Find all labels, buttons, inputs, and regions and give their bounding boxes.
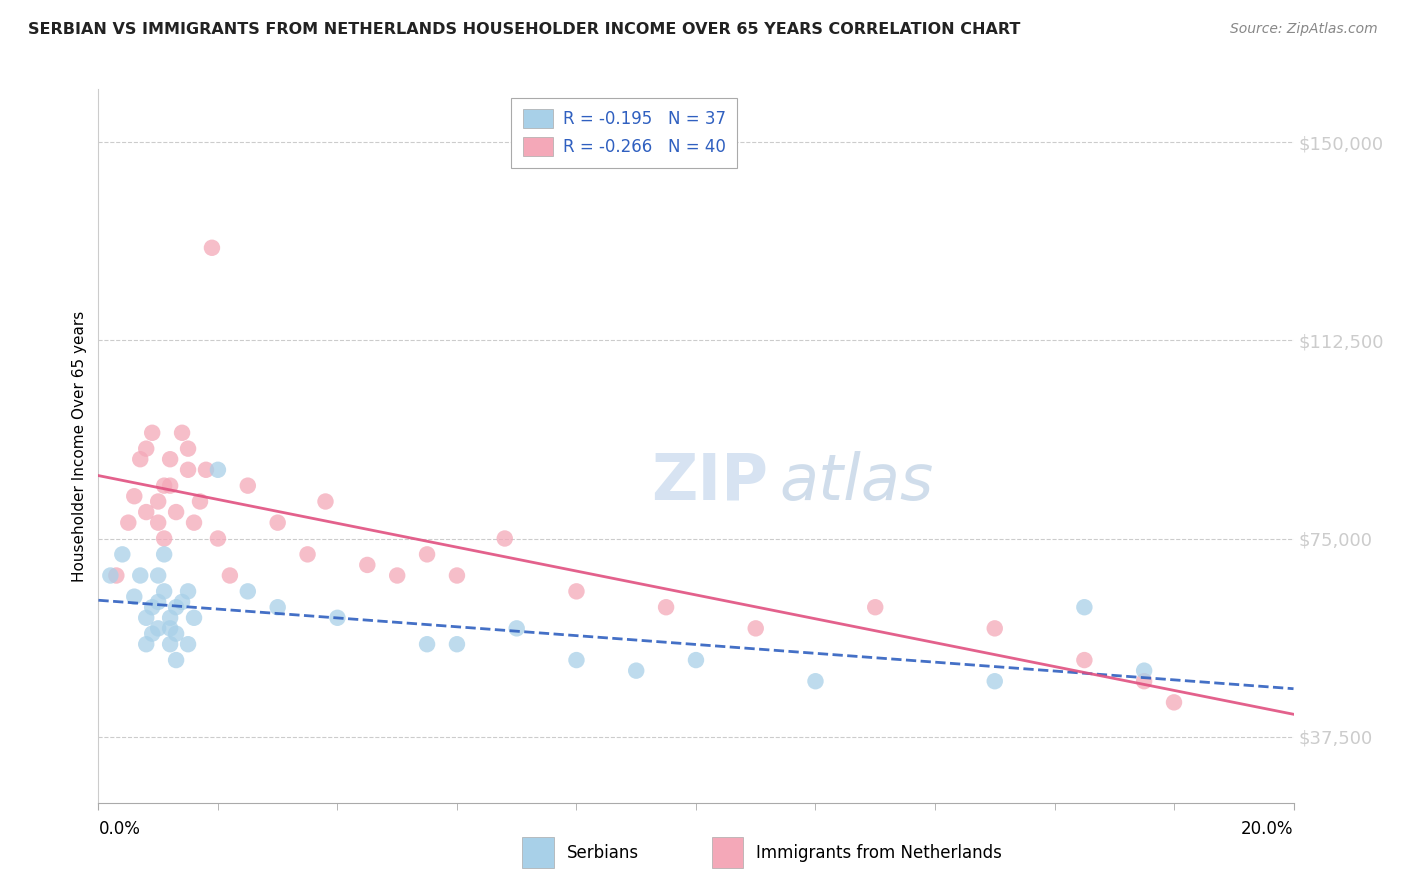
Point [165, 505, 187, 519]
Point [356, 558, 378, 572]
Point [153, 478, 176, 492]
Point [506, 621, 529, 635]
Point [983, 674, 1005, 689]
Point [194, 463, 218, 477]
Point [446, 637, 468, 651]
Text: Immigrants from Netherlands: Immigrants from Netherlands [756, 844, 1002, 862]
Point [804, 674, 827, 689]
Point [135, 611, 157, 625]
Point [111, 547, 134, 561]
Point [624, 664, 647, 678]
Point [124, 489, 146, 503]
Point [297, 547, 319, 561]
Point [983, 621, 1005, 635]
Point [655, 600, 678, 615]
Point [416, 547, 439, 561]
Point [165, 653, 187, 667]
Point [141, 626, 163, 640]
Point [183, 611, 205, 625]
Point [165, 600, 187, 615]
Point [207, 463, 229, 477]
Point [159, 611, 181, 625]
Point [153, 584, 176, 599]
Text: 0.0%: 0.0% [98, 820, 141, 838]
Point [1133, 664, 1156, 678]
Point [183, 516, 205, 530]
Point [105, 568, 128, 582]
Point [153, 532, 176, 546]
Point [188, 494, 211, 508]
Point [745, 621, 768, 635]
Point [1163, 695, 1185, 709]
Text: ZIP: ZIP [651, 450, 768, 513]
Point [148, 568, 170, 582]
Text: Source: ZipAtlas.com: Source: ZipAtlas.com [1230, 22, 1378, 37]
Point [177, 442, 200, 456]
Legend: R = -0.195   N = 37, R = -0.266   N = 40: R = -0.195 N = 37, R = -0.266 N = 40 [512, 97, 737, 168]
Point [201, 241, 224, 255]
Point [1073, 600, 1095, 615]
Point [172, 425, 194, 440]
Point [129, 452, 152, 467]
Point [141, 425, 163, 440]
Point [219, 568, 242, 582]
Text: SERBIAN VS IMMIGRANTS FROM NETHERLANDS HOUSEHOLDER INCOME OVER 65 YEARS CORRELAT: SERBIAN VS IMMIGRANTS FROM NETHERLANDS H… [28, 22, 1021, 37]
Point [148, 621, 170, 635]
Point [135, 505, 157, 519]
Point [1073, 653, 1095, 667]
Point [1133, 674, 1156, 689]
Point [446, 568, 468, 582]
Point [117, 516, 139, 530]
Point [865, 600, 887, 615]
Text: atlas: atlas [779, 450, 934, 513]
Point [148, 595, 170, 609]
Point [124, 590, 146, 604]
Point [141, 600, 163, 615]
Point [165, 626, 187, 640]
Point [177, 637, 200, 651]
Point [685, 653, 707, 667]
Point [148, 494, 170, 508]
Point [565, 653, 588, 667]
Point [148, 516, 170, 530]
Point [326, 611, 349, 625]
Point [565, 584, 588, 599]
Point [236, 584, 259, 599]
Point [236, 478, 259, 492]
Text: 20.0%: 20.0% [1241, 820, 1294, 838]
Point [98, 568, 122, 582]
Point [267, 600, 290, 615]
Point [207, 532, 229, 546]
Point [177, 584, 200, 599]
Point [159, 621, 181, 635]
Point [385, 568, 409, 582]
Point [135, 637, 157, 651]
Point [177, 463, 200, 477]
Point [416, 637, 439, 651]
Point [159, 478, 181, 492]
Point [159, 452, 181, 467]
Point [129, 568, 152, 582]
Point [159, 637, 181, 651]
Point [267, 516, 290, 530]
Point [153, 547, 176, 561]
Point [172, 595, 194, 609]
Point [494, 532, 516, 546]
Point [135, 442, 157, 456]
Y-axis label: Householder Income Over 65 years: Householder Income Over 65 years [72, 310, 87, 582]
Text: Serbians: Serbians [567, 844, 638, 862]
Point [315, 494, 337, 508]
